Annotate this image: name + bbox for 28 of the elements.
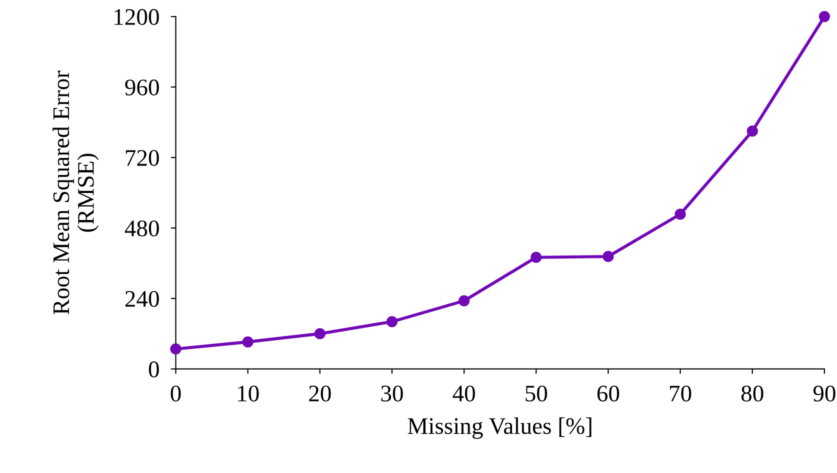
point bbox=[818, 11, 830, 22]
point bbox=[314, 328, 326, 340]
point bbox=[242, 336, 254, 348]
x-tick-label: 20 bbox=[309, 386, 331, 402]
point bbox=[674, 208, 686, 220]
x-tick-label: 80 bbox=[741, 386, 764, 402]
x-tick-label: 30 bbox=[381, 386, 403, 402]
point bbox=[530, 252, 542, 263]
y-tick-label: 960 bbox=[125, 80, 159, 96]
x-tick-label: 70 bbox=[670, 386, 692, 402]
y-tick-label: 480 bbox=[124, 220, 159, 236]
point bbox=[386, 316, 398, 328]
x-tick-label: 0 bbox=[170, 386, 181, 402]
point bbox=[602, 250, 614, 262]
y-tick-label: 240 bbox=[125, 290, 159, 307]
y-tick-label: 1200 bbox=[114, 9, 159, 25]
point bbox=[746, 126, 758, 137]
point bbox=[170, 343, 182, 355]
x-tick-label: 40 bbox=[452, 386, 475, 402]
y-axis-title: Root Mean Squared Error (RMSE) bbox=[52, 70, 99, 314]
x-tick-label: 10 bbox=[238, 386, 259, 402]
x-tick-label: 50 bbox=[526, 386, 548, 402]
y-tick-label: 720 bbox=[126, 150, 159, 166]
point bbox=[458, 295, 470, 306]
x-tick-label: 60 bbox=[597, 386, 620, 402]
x-axis-title: Missing Values [%] bbox=[408, 417, 592, 439]
y-tick-label: 0 bbox=[148, 361, 159, 378]
x-tick-label: 90 bbox=[813, 386, 836, 402]
